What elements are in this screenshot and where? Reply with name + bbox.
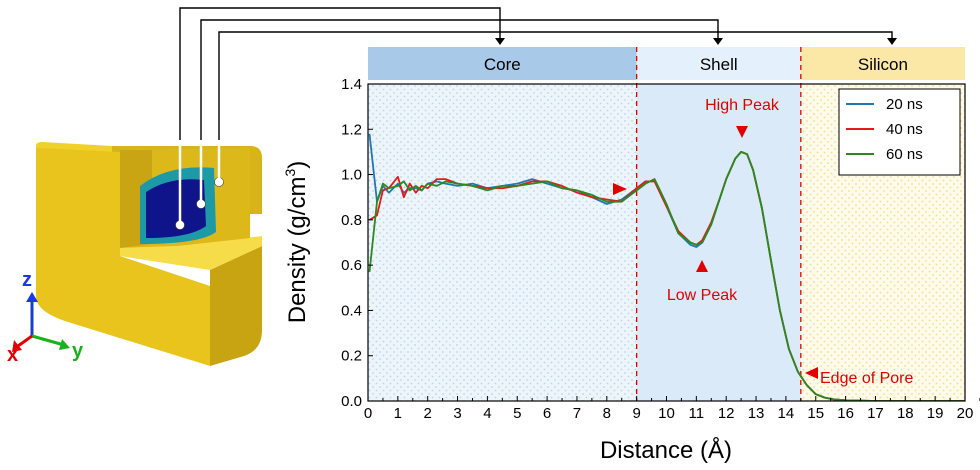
axis-triad: z y x	[7, 269, 84, 366]
low-peak-label: Low Peak	[667, 287, 738, 304]
region-pattern-core	[368, 84, 637, 401]
x-tick-label: 13	[748, 405, 765, 422]
y-tick-label: 0.0	[341, 393, 362, 410]
y-axis: 0.0 0.2 0.4 0.6 0.8 1.0 1.2 1.4	[341, 76, 373, 410]
shell-marker-icon	[196, 199, 206, 209]
y-tick-label: 0.8	[341, 212, 362, 229]
x-tick-label: 10	[658, 405, 675, 422]
x-tick-label: 19	[927, 405, 944, 422]
high-peak-label: High Peak	[705, 97, 780, 114]
legend: 20 ns 40 ns 60 ns	[838, 88, 961, 176]
region-boundaries	[636, 47, 802, 401]
region-headers: Core Shell Silicon	[368, 47, 965, 80]
x-tick-label: 4	[483, 405, 491, 422]
region-backgrounds	[368, 84, 965, 401]
x-tick-label: 6	[543, 405, 551, 422]
x-tick-label: 7	[573, 405, 581, 422]
x-tick-label: 18	[897, 405, 914, 422]
region-label-silicon: Silicon	[858, 55, 908, 74]
x-tick-label: 14	[778, 405, 795, 422]
x-tick-label: 12	[718, 405, 735, 422]
core-marker-icon	[175, 220, 185, 230]
x-tick-label: 20	[957, 405, 974, 422]
y-tick-label: 1.0	[341, 167, 362, 184]
legend-label-20-ns: 20 ns	[886, 96, 923, 113]
x-tick-label: 15	[807, 405, 824, 422]
axis-y-label: y	[72, 340, 84, 362]
x-tick-label: 17	[867, 405, 884, 422]
region-header-shell	[636, 47, 801, 80]
y-axis-title: Density (g/cm3)	[282, 161, 311, 324]
x-tick-label: 9	[632, 405, 640, 422]
region-bg-shell	[636, 84, 801, 401]
legend-label-40-ns: 40 ns	[886, 121, 923, 138]
cube-model	[36, 140, 262, 366]
high-peak-arrow-icon	[736, 126, 748, 138]
annotations: High Peak Low Peak Edge of Pore	[613, 97, 914, 387]
x-tick-label: 16	[837, 405, 854, 422]
connector-lines	[179, 7, 897, 140]
x-tick-label: 0	[364, 405, 372, 422]
y-tick-label: 1.4	[341, 76, 362, 93]
series-lines	[368, 133, 965, 401]
y-tick-label: 0.4	[341, 302, 362, 319]
x-tick-label: 2	[424, 405, 432, 422]
silicon-marker-icon	[214, 177, 224, 187]
axis-z-label: z	[22, 269, 32, 291]
x-tick-label: 3	[453, 405, 461, 422]
x-tick-label: 8	[603, 405, 611, 422]
edge-arrow-icon	[805, 367, 818, 379]
region-header-silicon	[800, 47, 965, 80]
series-line-60-ns	[368, 150, 965, 401]
core-boundary-arrow-icon	[613, 183, 627, 195]
x-tick-label: 11	[689, 405, 705, 422]
x-axis-title: Distance (Å)	[600, 436, 732, 464]
axis-x-label: x	[7, 344, 18, 366]
legend-label-60-ns: 60 ns	[886, 146, 923, 163]
edge-of-pore-label: Edge of Pore	[820, 370, 914, 387]
x-axis: 0 1 2 3 4 5 6 7 8 9 10 11 12 13 14 15 16 17 18 19 20	[364, 396, 980, 422]
region-label-shell: Shell	[700, 55, 738, 74]
y-tick-label: 1.2	[341, 121, 362, 138]
x-tick-label: 1	[394, 405, 402, 422]
region-header-core	[368, 47, 637, 80]
y-tick-label: 0.6	[341, 257, 362, 274]
region-label-core: Core	[484, 55, 521, 74]
low-peak-arrow-icon	[696, 260, 708, 272]
x-tick-label: 5	[513, 405, 521, 422]
y-tick-label: 0.2	[341, 348, 362, 365]
